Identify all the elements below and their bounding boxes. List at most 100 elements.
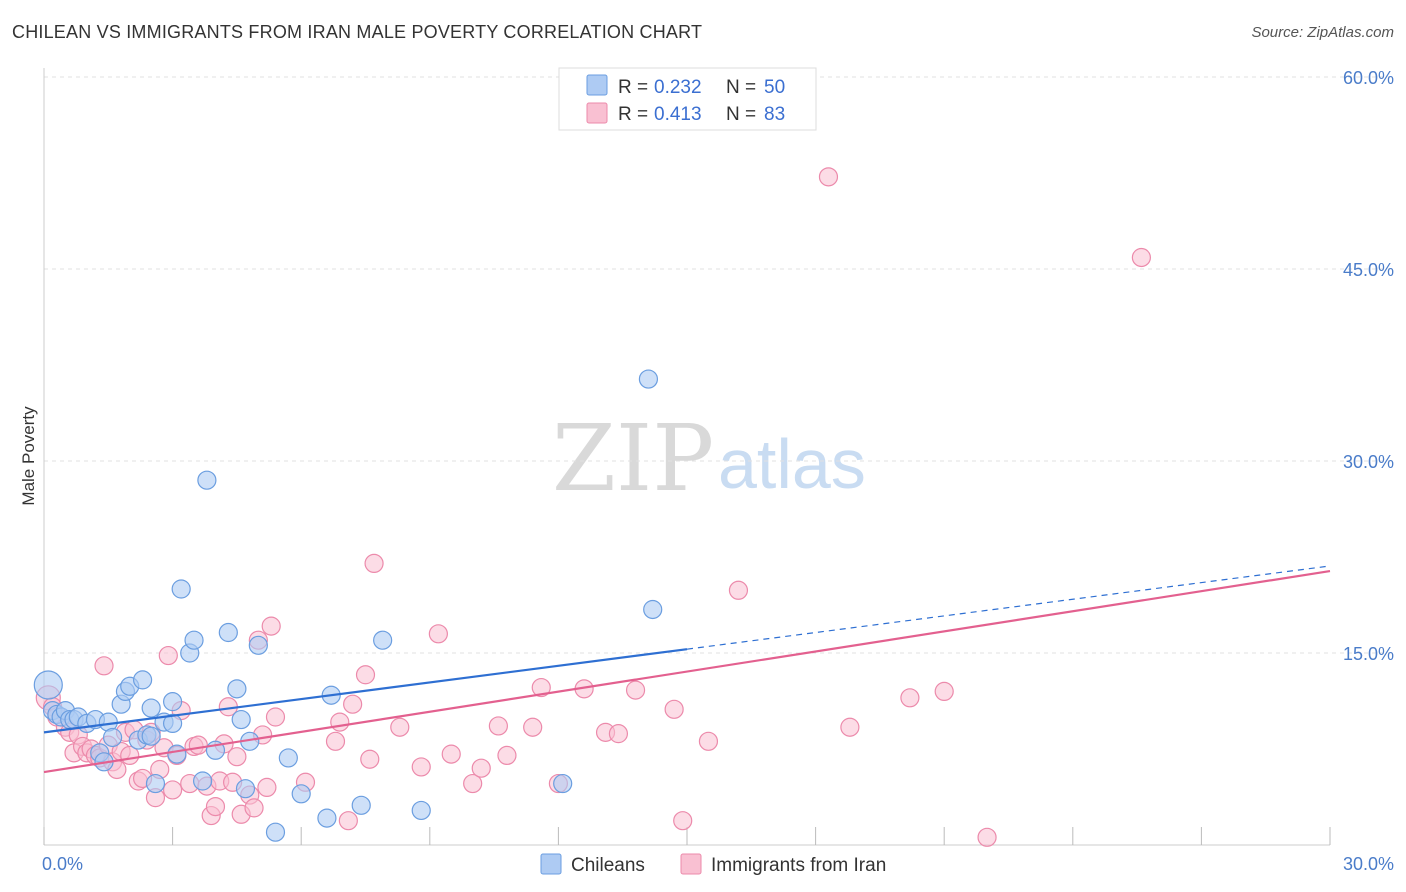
legend-r-label-chileans: R = <box>618 77 648 98</box>
iran-point-82 <box>1131 247 1151 268</box>
chileans-point-26 <box>171 579 191 599</box>
iran-point-65 <box>497 745 517 766</box>
chileans-point-18 <box>132 670 153 690</box>
bottom-legend-label-chileans: Chileans <box>571 855 645 876</box>
iran-point-71 <box>608 724 629 744</box>
tick-labels: 15.0% 30.0% 45.0% 60.0% 0.0% 30.0% <box>42 68 1394 874</box>
chileans-point-37 <box>248 635 268 655</box>
bottom-legend-swatch-chileans <box>540 853 562 875</box>
chileans-point-24 <box>163 692 183 712</box>
legend-r-label-iran: R = <box>618 104 648 125</box>
iran-point-12 <box>94 656 114 676</box>
iran-point-76 <box>728 580 749 600</box>
chileans-point-33 <box>227 679 247 699</box>
legend-r-value-chileans: 0.232 <box>654 77 702 98</box>
bottom-legend: Chileans Immigrants from Iran <box>540 853 886 876</box>
bottom-legend-swatch-iran <box>680 853 702 875</box>
iran-point-52 <box>330 712 350 732</box>
iran-point-53 <box>338 811 358 831</box>
chileans-point-44 <box>373 630 393 650</box>
chileans-point-46 <box>638 369 659 389</box>
iran-point-77 <box>818 167 839 187</box>
chart-title: CHILEAN VS IMMIGRANTS FROM IRAN MALE POV… <box>12 22 703 42</box>
iran-point-73 <box>664 699 684 719</box>
legend-n-label-iran: N = <box>726 104 756 125</box>
iran-point-57 <box>364 553 384 574</box>
iran-point-64 <box>488 716 508 736</box>
iran-point-28 <box>163 780 183 800</box>
bottom-legend-label-iran: Immigrants from Iran <box>711 855 886 876</box>
iran-point-62 <box>463 773 483 794</box>
chileans-point-21 <box>145 773 166 794</box>
chileans-point-32 <box>218 622 238 643</box>
iran-point-63 <box>471 758 491 778</box>
iran-point-80 <box>934 681 954 702</box>
chileans-point-48 <box>643 599 663 620</box>
chileans-point-25 <box>167 744 187 764</box>
iran-point-36 <box>205 796 226 817</box>
watermark-atlas: atlas <box>718 425 866 503</box>
iran-point-59 <box>411 757 431 777</box>
iran-point-55 <box>355 665 376 685</box>
iran-trend-line <box>43 569 1331 774</box>
trend-lines <box>43 565 1331 774</box>
chileans-trend-line <box>43 648 688 734</box>
iran-point-41 <box>227 747 247 767</box>
chileans-point-0 <box>33 670 63 700</box>
chileans-point-34 <box>231 709 251 730</box>
iran-point-67 <box>531 677 551 698</box>
legend-n-value-iran: 83 <box>764 104 785 125</box>
iran-point-54 <box>343 694 363 714</box>
iran-point-58 <box>390 717 410 737</box>
chileans-point-47 <box>553 773 573 794</box>
y-axis-label: Male Poverty <box>19 406 38 506</box>
iran-point-51 <box>325 731 346 751</box>
chileans-point-30 <box>197 470 217 490</box>
chileans-point-40 <box>291 784 311 804</box>
legend-swatch-iran <box>586 102 608 124</box>
chileans-trend-extension <box>686 565 1331 650</box>
grid-lines <box>44 76 1395 654</box>
iran-point-72 <box>625 680 646 700</box>
iran-point-48 <box>261 616 281 636</box>
y-tick-label-1: 30.0% <box>1343 452 1394 472</box>
chileans-point-43 <box>351 795 371 815</box>
iran-point-79 <box>900 688 920 708</box>
iran-point-61 <box>441 744 461 764</box>
iran-point-81 <box>977 827 997 847</box>
iran-point-60 <box>428 624 448 644</box>
iran-point-56 <box>360 749 380 769</box>
chileans-point-23 <box>163 713 183 734</box>
chileans-point-45 <box>411 800 431 821</box>
legend-n-value-chileans: 50 <box>764 77 785 98</box>
chileans-point-20 <box>141 698 161 718</box>
chileans-point-39 <box>278 748 298 768</box>
chileans-point-29 <box>193 771 213 791</box>
y-tick-label-2: 45.0% <box>1343 260 1394 280</box>
iran-point-49 <box>265 707 286 727</box>
iran-point-66 <box>523 717 543 737</box>
y-tick-label-0: 15.0% <box>1343 644 1394 664</box>
iran-point-44 <box>244 798 264 818</box>
legend-swatch-chileans <box>586 74 608 96</box>
iran-point-47 <box>257 777 277 798</box>
top-legend: R = 0.232 N = 50 R = 0.413 N = 83 <box>558 67 817 131</box>
iran-point-33 <box>188 735 208 755</box>
y-tick-label-3: 60.0% <box>1343 68 1394 88</box>
x-tick-label-0: 0.0% <box>42 854 83 874</box>
x-tick-label-1: 30.0% <box>1343 854 1394 874</box>
source-label: Source: ZipAtlas.com <box>1251 24 1394 41</box>
legend-n-label-chileans: N = <box>726 77 756 98</box>
legend-r-value-iran: 0.413 <box>654 104 702 125</box>
iran-point-74 <box>673 811 693 831</box>
chileans-point-28 <box>184 630 204 650</box>
chileans-point-13 <box>102 727 123 748</box>
axes <box>43 68 1331 846</box>
chileans-point-38 <box>265 822 286 842</box>
chileans-point-49 <box>141 726 161 746</box>
iran-point-75 <box>698 731 719 751</box>
chileans-point-35 <box>235 779 256 799</box>
chileans-series-points <box>33 369 663 842</box>
chileans-point-41 <box>317 808 337 828</box>
